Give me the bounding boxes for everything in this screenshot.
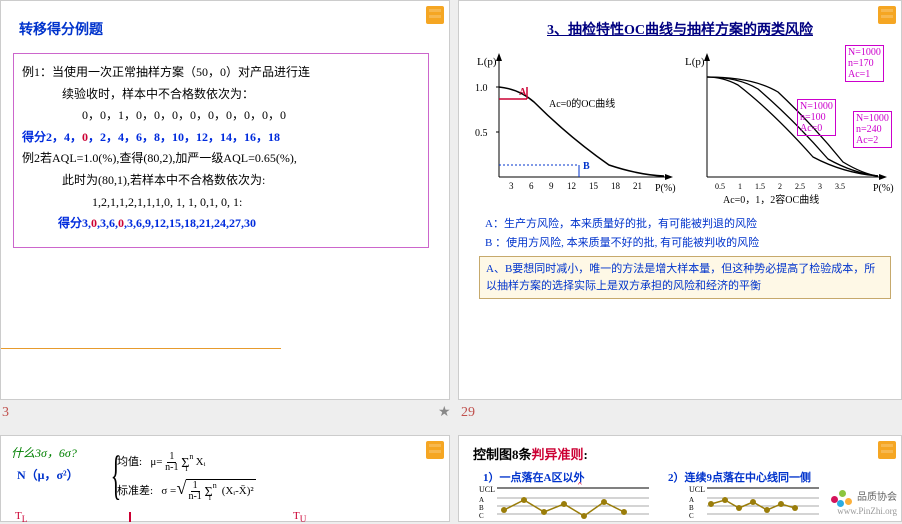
svg-text:B: B bbox=[689, 504, 694, 512]
svg-text:0.5: 0.5 bbox=[715, 182, 725, 191]
slide-title: 3、抽检特性OC曲线与抽样方案的两类风险 bbox=[459, 1, 901, 39]
svg-text:3: 3 bbox=[818, 182, 822, 191]
svg-text:A: A bbox=[689, 496, 694, 504]
slide-marker-icon bbox=[878, 441, 896, 459]
score-line: 得分2，4，0，2，4，6，8，10，12，14，16，18 bbox=[22, 127, 420, 149]
text-line: 此时为(80,1),若样本中不合格数依次为: bbox=[22, 170, 420, 192]
slide-marker-icon bbox=[426, 6, 444, 24]
svg-text:15: 15 bbox=[589, 181, 599, 191]
slide-bottom-right: 控制图8条判异准则: 1）一点落在A区以外 2）连续9点落在中心线同一侧 UCL… bbox=[458, 435, 902, 522]
svg-text:P(%): P(%) bbox=[655, 183, 676, 194]
text-line: 续验收时，样本中不合格数依次为： bbox=[22, 84, 420, 106]
slide-title: 转移得分例题 bbox=[1, 1, 449, 49]
example-box: 例1：当使用一次正常抽样方案（50，0）对产品进行连 续验收时，样本中不合格数依… bbox=[13, 53, 429, 248]
oc-chart-left: L(p) P(%) 1.0 0.5 3 6 9 12 15 18 21 A B bbox=[469, 47, 679, 197]
control-chart-left: UCL A B C × bbox=[479, 482, 659, 522]
divider bbox=[1, 348, 281, 349]
arrow-icon bbox=[129, 512, 131, 522]
param-box-1: N=1000 n=170 Ac=1 bbox=[845, 45, 884, 82]
slide-marker-icon bbox=[426, 441, 444, 459]
note-line: A：生产方风险，本来质量好的批，有可能被判退的风险 bbox=[485, 215, 891, 234]
slide-title: 控制图8条判异准则: bbox=[459, 436, 901, 465]
svg-text:A: A bbox=[519, 87, 527, 98]
svg-text:P(%): P(%) bbox=[873, 183, 894, 194]
summary-box: A、B要想同时减小，唯一的方法是增大样本量，但这种势必提高了检验成本，所以抽样方… bbox=[479, 256, 891, 299]
svg-text:C: C bbox=[479, 512, 484, 520]
svg-text:Ac=0，1，2容OC曲线: Ac=0，1，2容OC曲线 bbox=[723, 193, 819, 206]
text-line: 例1：当使用一次正常抽样方案（50，0）对产品进行连 bbox=[22, 62, 420, 84]
svg-text:1.5: 1.5 bbox=[755, 182, 765, 191]
page-number: 29 bbox=[461, 405, 475, 421]
svg-text:12: 12 bbox=[567, 181, 576, 191]
svg-text:B: B bbox=[583, 161, 590, 172]
page-number: 3 bbox=[2, 405, 9, 421]
slide-top-right: 3、抽检特性OC曲线与抽样方案的两类风险 L(p) P(%) 1.0 0.5 3… bbox=[458, 0, 902, 400]
svg-text:6: 6 bbox=[529, 181, 534, 191]
text-line: 例2若AQL=1.0(%),查得(80,2),加严一级AQL=0.65(%), bbox=[22, 148, 420, 170]
svg-text:0.5: 0.5 bbox=[475, 128, 488, 139]
param-box-2: N=1000 n=100 Ac=0 bbox=[797, 99, 836, 136]
slide-subtitle: 什么3σ，6σ? bbox=[11, 444, 77, 461]
star-icon: ★ bbox=[438, 404, 451, 421]
svg-text:1: 1 bbox=[738, 182, 742, 191]
svg-text:B: B bbox=[479, 504, 484, 512]
svg-text:UCL: UCL bbox=[689, 485, 705, 494]
slide-bottom-left: 什么3σ，6σ? N（μ，σ²） { 均值: μ= 1n-1 ΣniXᵢ 标准差… bbox=[0, 435, 450, 522]
svg-text:1.0: 1.0 bbox=[475, 83, 488, 94]
control-chart-right: UCL A B C bbox=[689, 482, 829, 522]
note-line: B ：使用方风险, 本来质量不好的批, 有可能被判收的风险 bbox=[485, 234, 891, 253]
distribution-label: N（μ，σ²） bbox=[17, 466, 79, 483]
score-line: 得分3,0,3,6,0,3,6,9,12,15,18,21,24,27,30 bbox=[22, 213, 420, 235]
svg-text:C: C bbox=[689, 512, 694, 520]
svg-text:18: 18 bbox=[611, 181, 621, 191]
svg-text:21: 21 bbox=[633, 181, 642, 191]
text-line: 1,2,1,1,2,1,1,1,0, 1, 1, 0,1, 0, 1: bbox=[22, 192, 420, 214]
svg-text:3.5: 3.5 bbox=[835, 182, 845, 191]
svg-text:3: 3 bbox=[509, 181, 514, 191]
text-line: 0，0，1，0，0，0，0，0，0，0，0，0 bbox=[22, 105, 420, 127]
slide-top-left: 转移得分例题 例1：当使用一次正常抽样方案（50，0）对产品进行连 续验收时，样… bbox=[0, 0, 450, 400]
svg-text:L(p): L(p) bbox=[477, 56, 497, 68]
param-box-3: N=1000 n=240 Ac=2 bbox=[853, 111, 892, 148]
svg-text:2.5: 2.5 bbox=[795, 182, 805, 191]
slide-marker-icon bbox=[878, 6, 896, 24]
svg-text:2: 2 bbox=[778, 182, 782, 191]
svg-text:L(p): L(p) bbox=[685, 56, 705, 68]
logo-icon bbox=[831, 490, 855, 506]
site-logo: 品质协会 www.PinZhi.org bbox=[831, 488, 898, 517]
svg-text:×: × bbox=[577, 482, 583, 489]
svg-text:9: 9 bbox=[549, 181, 554, 191]
svg-text:UCL: UCL bbox=[479, 485, 495, 494]
formula-block: 均值: μ= 1n-1 ΣniXᵢ 标准差: σ = 1n-1 Σni (Xᵢ-… bbox=[117, 452, 256, 502]
risk-notes: A：生产方风险，本来质量好的批，有可能被判退的风险 B ：使用方风险, 本来质量… bbox=[459, 207, 901, 252]
svg-text:A: A bbox=[479, 496, 484, 504]
svg-text:Ac=0的OC曲线: Ac=0的OC曲线 bbox=[549, 97, 615, 110]
